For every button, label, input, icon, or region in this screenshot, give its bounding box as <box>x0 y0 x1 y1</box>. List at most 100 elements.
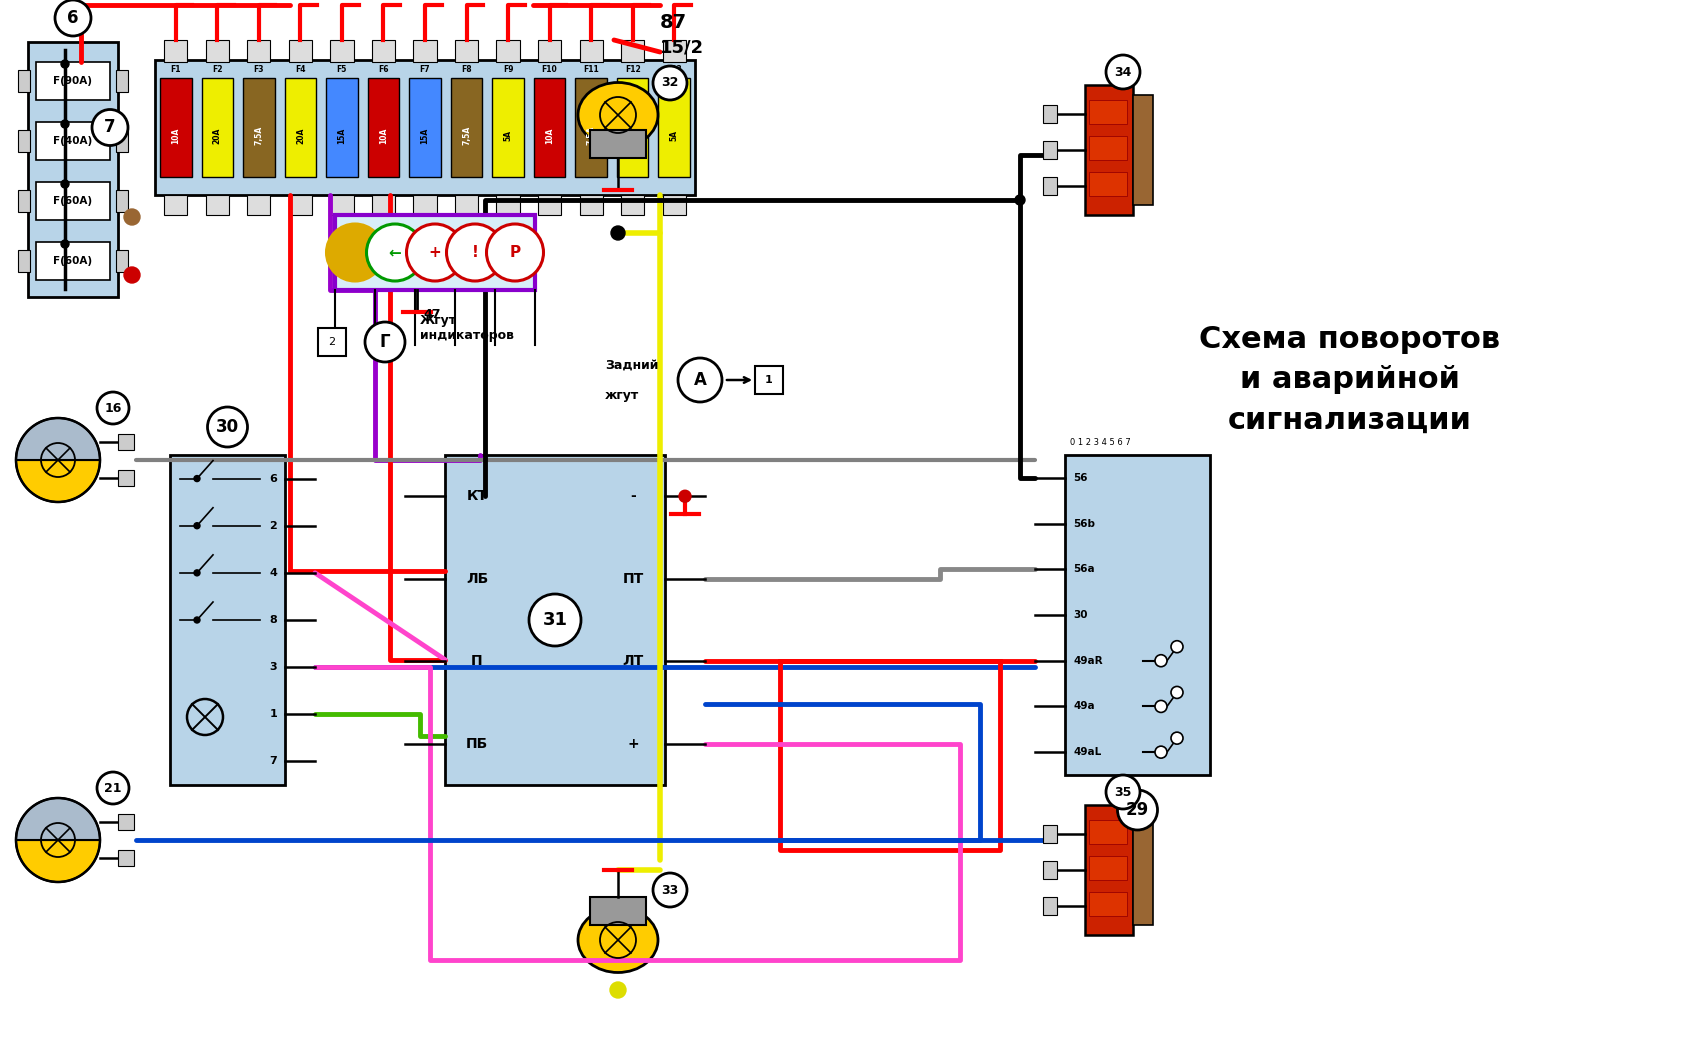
FancyBboxPatch shape <box>1085 805 1133 935</box>
FancyBboxPatch shape <box>617 78 649 177</box>
FancyBboxPatch shape <box>1089 856 1126 880</box>
Text: ЛТ: ЛТ <box>622 654 644 668</box>
FancyBboxPatch shape <box>1089 136 1126 160</box>
Circle shape <box>528 594 581 646</box>
Text: 5A: 5A <box>670 130 678 141</box>
FancyBboxPatch shape <box>533 78 566 177</box>
FancyBboxPatch shape <box>206 195 228 215</box>
Ellipse shape <box>578 907 658 972</box>
Text: F11: F11 <box>583 66 600 74</box>
Text: F9: F9 <box>503 66 513 74</box>
Text: F8: F8 <box>462 66 472 74</box>
FancyBboxPatch shape <box>658 78 690 177</box>
Text: 21: 21 <box>104 781 121 795</box>
FancyBboxPatch shape <box>27 42 118 297</box>
FancyBboxPatch shape <box>445 455 665 785</box>
FancyBboxPatch shape <box>118 850 135 866</box>
Text: !: ! <box>472 245 479 260</box>
Circle shape <box>678 490 692 502</box>
Text: 87: 87 <box>659 13 687 32</box>
FancyBboxPatch shape <box>116 70 128 92</box>
Text: 5A: 5A <box>629 130 637 141</box>
Text: F3: F3 <box>254 66 264 74</box>
Text: 7,5A: 7,5A <box>462 126 470 145</box>
Circle shape <box>407 224 463 281</box>
FancyBboxPatch shape <box>576 78 607 177</box>
Circle shape <box>653 873 687 907</box>
Circle shape <box>1016 195 1026 205</box>
Text: 7,5A: 7,5A <box>586 126 596 145</box>
FancyBboxPatch shape <box>36 182 111 220</box>
Text: Задний: Задний <box>605 358 658 371</box>
Text: 20A: 20A <box>296 127 305 144</box>
Text: 2: 2 <box>329 337 336 347</box>
FancyBboxPatch shape <box>452 78 482 177</box>
Circle shape <box>61 120 68 128</box>
Circle shape <box>365 322 406 363</box>
FancyBboxPatch shape <box>371 40 395 61</box>
Text: 5A: 5A <box>504 130 513 141</box>
FancyBboxPatch shape <box>538 40 561 61</box>
FancyBboxPatch shape <box>1085 85 1133 215</box>
FancyBboxPatch shape <box>1089 172 1126 196</box>
FancyBboxPatch shape <box>164 195 187 215</box>
FancyBboxPatch shape <box>663 40 687 61</box>
Text: +: + <box>627 737 639 750</box>
Circle shape <box>612 226 625 240</box>
Text: 1: 1 <box>269 709 278 720</box>
FancyBboxPatch shape <box>496 40 520 61</box>
Circle shape <box>487 224 544 281</box>
FancyBboxPatch shape <box>620 40 644 61</box>
Text: 15A: 15A <box>421 127 429 143</box>
Circle shape <box>1106 55 1140 89</box>
Text: ЛБ: ЛБ <box>465 571 487 586</box>
Circle shape <box>1171 640 1183 653</box>
FancyBboxPatch shape <box>1133 815 1154 925</box>
FancyBboxPatch shape <box>116 250 128 272</box>
FancyBboxPatch shape <box>1043 861 1056 879</box>
FancyBboxPatch shape <box>492 78 523 177</box>
FancyBboxPatch shape <box>247 195 271 215</box>
Circle shape <box>208 407 247 447</box>
Circle shape <box>678 358 722 402</box>
Text: Схема поворотов
и аварийной
сигнализации: Схема поворотов и аварийной сигнализации <box>1200 325 1501 435</box>
Circle shape <box>97 392 130 424</box>
Circle shape <box>194 617 199 623</box>
FancyBboxPatch shape <box>331 40 353 61</box>
Wedge shape <box>15 418 101 460</box>
Text: 8: 8 <box>269 615 278 625</box>
FancyBboxPatch shape <box>538 195 561 215</box>
Circle shape <box>366 224 424 281</box>
Text: F5: F5 <box>337 66 348 74</box>
Text: 30: 30 <box>216 418 239 436</box>
Text: -: - <box>630 490 636 504</box>
Text: 32: 32 <box>661 76 678 89</box>
Text: +: + <box>429 245 441 260</box>
FancyBboxPatch shape <box>336 215 535 290</box>
FancyBboxPatch shape <box>620 195 644 215</box>
FancyBboxPatch shape <box>36 242 111 280</box>
FancyBboxPatch shape <box>155 60 695 195</box>
FancyBboxPatch shape <box>414 195 436 215</box>
FancyBboxPatch shape <box>1089 820 1126 844</box>
FancyBboxPatch shape <box>663 195 687 215</box>
Text: А: А <box>694 371 707 389</box>
Circle shape <box>327 224 383 281</box>
FancyBboxPatch shape <box>160 78 191 177</box>
Text: F(90A): F(90A) <box>53 76 92 86</box>
FancyBboxPatch shape <box>409 78 441 177</box>
Text: 4: 4 <box>269 568 278 578</box>
Text: 31: 31 <box>542 611 567 629</box>
Ellipse shape <box>578 83 658 147</box>
Text: Г: Г <box>380 333 390 351</box>
Circle shape <box>610 982 625 999</box>
Text: 15/2: 15/2 <box>659 38 704 56</box>
Text: F1: F1 <box>170 66 181 74</box>
Text: 49aR: 49aR <box>1074 656 1102 666</box>
Text: 6: 6 <box>269 474 278 483</box>
FancyBboxPatch shape <box>579 195 603 215</box>
FancyBboxPatch shape <box>331 195 353 215</box>
FancyBboxPatch shape <box>1065 455 1210 775</box>
Circle shape <box>61 180 68 188</box>
Circle shape <box>1155 746 1167 758</box>
